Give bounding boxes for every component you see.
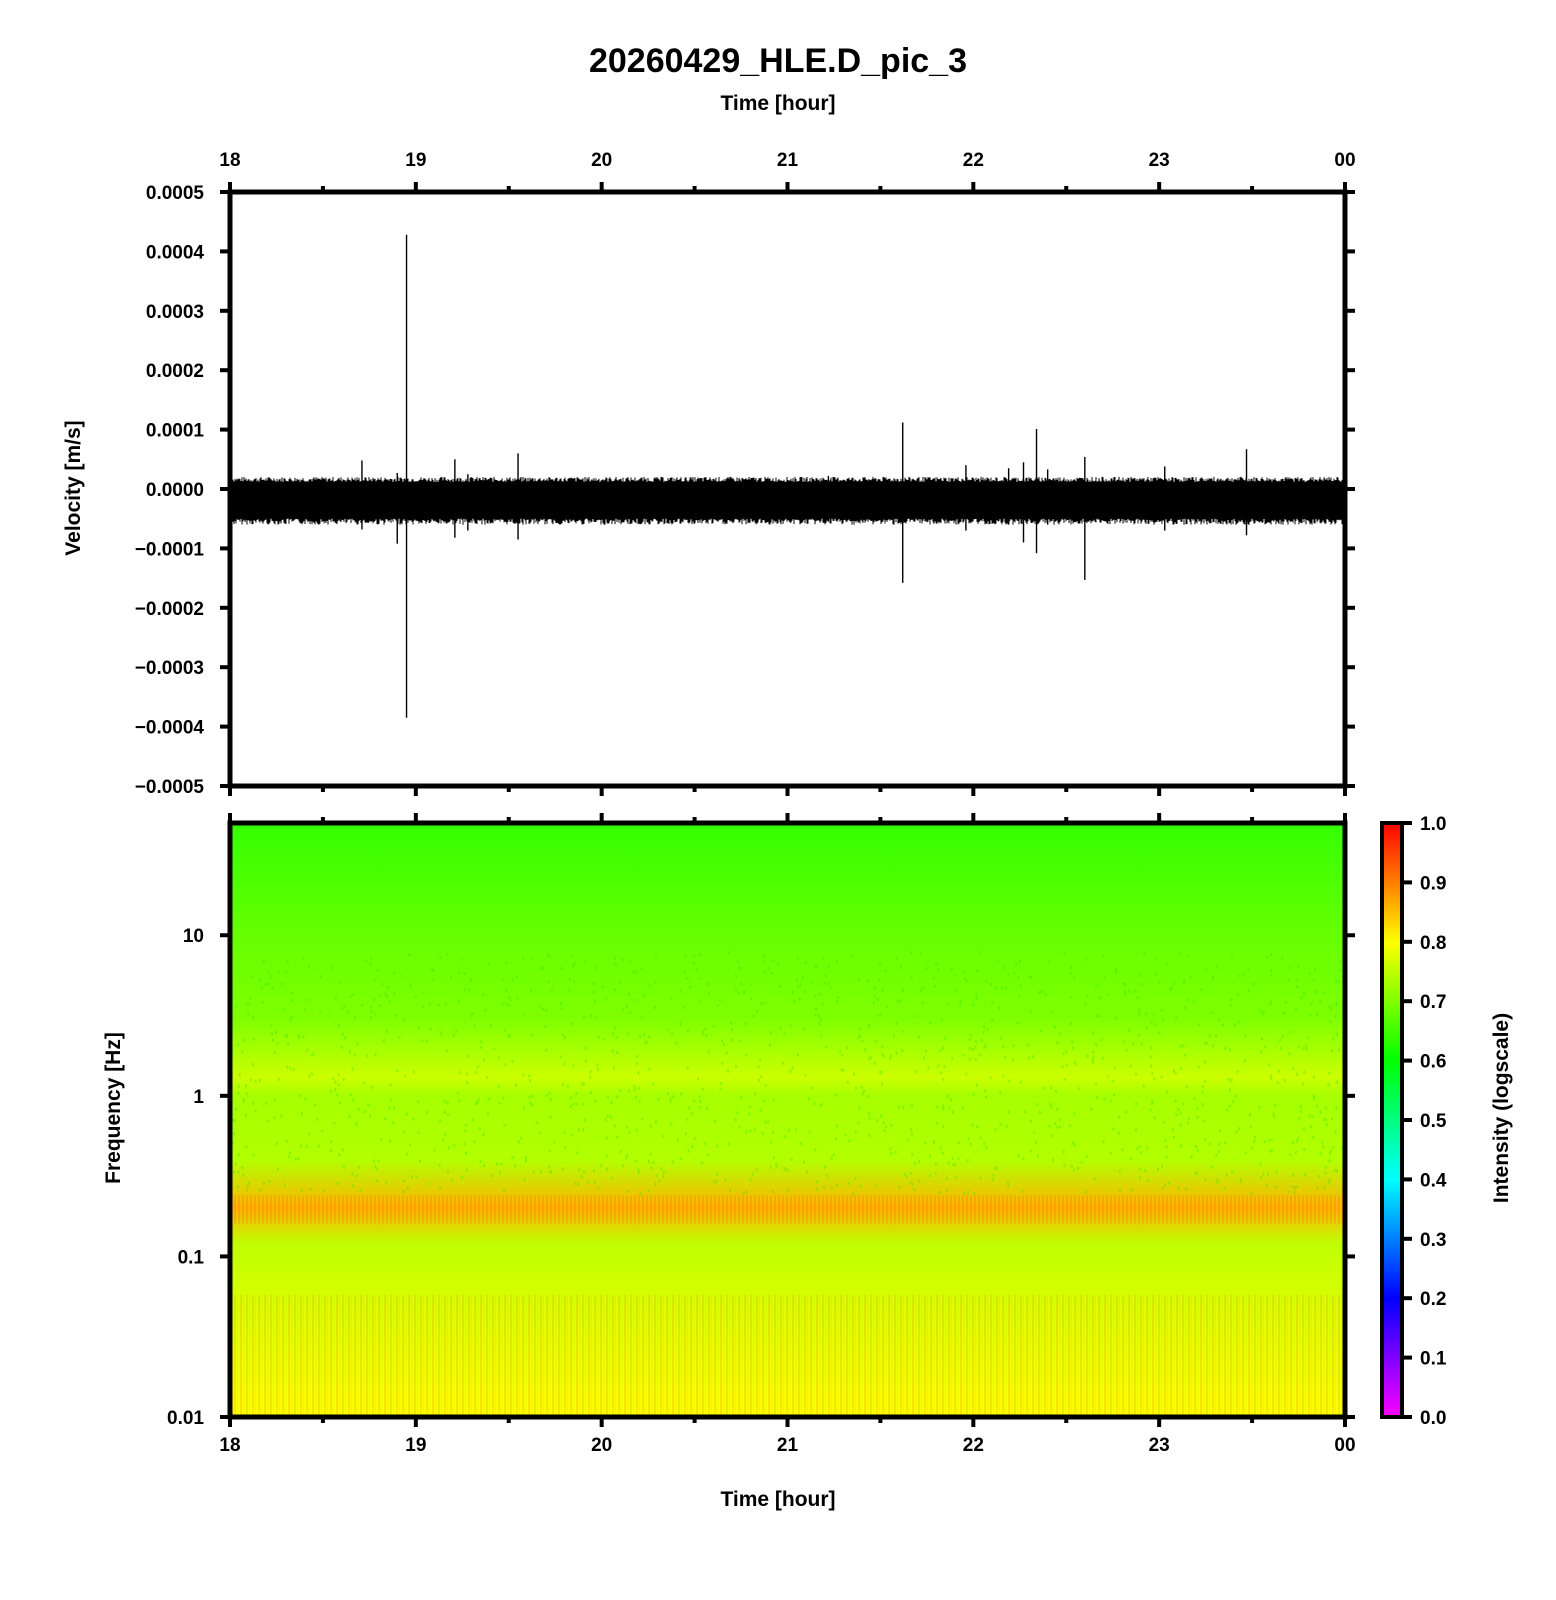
velocity-tick-label: 0.0002	[146, 361, 204, 382]
colorbar: 1.0 0.9 0.8 0.7 0.6 0.5 0.4 0.3 0.2 0.1 0.0	[1380, 814, 1447, 1429]
velocity-tick-label: 0.0004	[146, 242, 205, 263]
bottom-hour-tick-label: 20	[591, 1435, 612, 1456]
velocity-tick-label: 0.0003	[146, 302, 204, 323]
bottom-hour-tick-label: 23	[1149, 1435, 1170, 1456]
bottom-hour-tick-label: 00	[1334, 1435, 1355, 1456]
top-hour-tick-label: 19	[405, 150, 426, 171]
velocity-tick-label: −0.0004	[135, 718, 205, 739]
velocity-tick-label: 0.0000	[146, 480, 204, 501]
velocity-axis-label: Velocity [m/s]	[62, 420, 85, 555]
colorbar-tick-label: 0.6	[1420, 1052, 1446, 1073]
bottom-x-axis-label: Time [hour]	[720, 1488, 835, 1511]
colorbar-tick-label: 0.5	[1420, 1111, 1447, 1132]
colorbar-tick-label: 1.0	[1420, 814, 1446, 835]
colorbar-tick-label: 0.4	[1420, 1170, 1447, 1191]
velocity-tick-label: 0.0005	[146, 183, 205, 204]
frequency-tick-label: 0.1	[178, 1247, 205, 1268]
waveform-panel: 0.0005 0.0004 0.0003 0.0002 0.0001 0.0000 −0.0…	[135, 150, 1356, 798]
frequency-tick-label: 0.01	[167, 1408, 204, 1429]
velocity-tick-label: −0.0003	[135, 658, 204, 679]
top-hour-tick-label: 23	[1149, 150, 1170, 171]
velocity-tick-label: −0.0005	[135, 777, 205, 798]
frequency-axis-label: Frequency [Hz]	[102, 1032, 125, 1184]
colorbar-tick-label: 0.1	[1420, 1349, 1447, 1370]
colorbar-label: Intensity (logscale)	[1490, 1013, 1513, 1203]
noise-band-core	[230, 485, 1345, 514]
colorbar-tick-label: 0.7	[1420, 992, 1446, 1013]
colorbar-gradient	[1382, 823, 1402, 1417]
top-x-axis-label: Time [hour]	[720, 92, 835, 115]
waveform-spikes	[262, 234, 1248, 718]
bottom-hour-tick-label: 22	[963, 1435, 984, 1456]
top-hour-tick-label: 22	[963, 150, 984, 171]
chart-title: 20260429_HLE.D_pic_3	[589, 42, 967, 80]
spectrogram-ticks: 10 1 0.1 0.01 18 19 20 21 22 23 00	[167, 813, 1356, 1456]
colorbar-tick-label: 0.0	[1420, 1408, 1446, 1429]
bottom-hour-tick-label: 19	[405, 1435, 426, 1456]
colorbar-tick-label: 0.8	[1420, 933, 1446, 954]
waveform-ticks: 0.0005 0.0004 0.0003 0.0002 0.0001 0.0000 −0.0…	[135, 150, 1356, 798]
top-hour-tick-label: 00	[1334, 150, 1355, 171]
colorbar-tick-label: 0.3	[1420, 1230, 1446, 1251]
frequency-tick-label: 10	[183, 926, 204, 947]
spectrogram-panel: 10 1 0.1 0.01 18 19 20 21 22 23 00	[167, 813, 1356, 1456]
waveform-noise	[230, 476, 1345, 525]
microseism-band	[230, 1195, 1344, 1224]
velocity-tick-label: −0.0002	[135, 599, 204, 620]
bottom-hour-tick-label: 18	[219, 1435, 240, 1456]
spectrogram-texture	[230, 951, 1345, 1417]
top-hour-tick-label: 21	[777, 150, 799, 171]
colorbar-tick-label: 0.2	[1420, 1289, 1446, 1310]
frequency-tick-label: 1	[193, 1087, 204, 1108]
velocity-tick-label: −0.0001	[135, 539, 205, 560]
top-hour-tick-label: 18	[219, 150, 240, 171]
colorbar-ticks: 1.0 0.9 0.8 0.7 0.6 0.5 0.4 0.3 0.2 0.1 0.0	[1402, 814, 1447, 1429]
bottom-hour-tick-label: 21	[777, 1435, 799, 1456]
velocity-tick-label: 0.0001	[146, 421, 205, 442]
colorbar-tick-label: 0.9	[1420, 873, 1446, 894]
top-hour-tick-label: 20	[591, 150, 612, 171]
